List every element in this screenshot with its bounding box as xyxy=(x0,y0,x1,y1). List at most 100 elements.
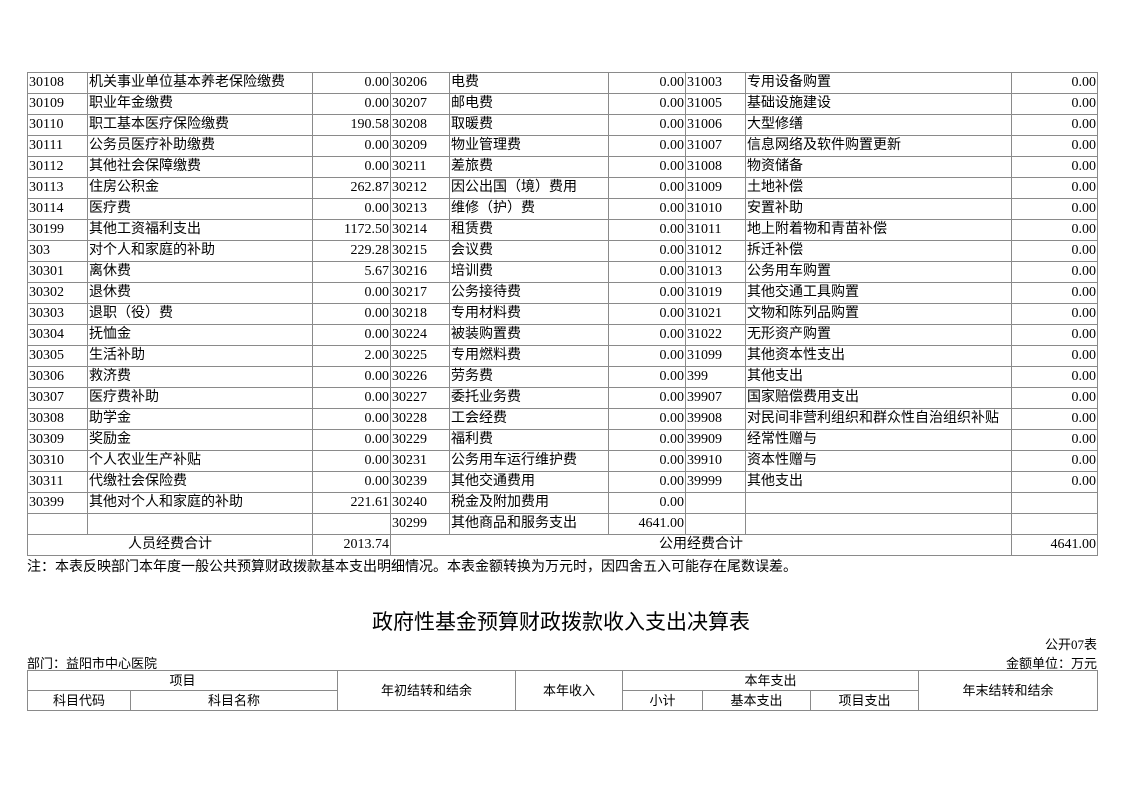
cell-name: 租赁费 xyxy=(449,219,609,241)
cell-amount: 0.00 xyxy=(312,408,391,430)
cell-code: 30216 xyxy=(390,261,450,283)
cell-name: 文物和陈列品购置 xyxy=(745,303,1012,325)
cell-name: 退休费 xyxy=(87,282,313,304)
cell-name: 物资储备 xyxy=(745,156,1012,178)
department-label: 部门：益阳市中心医院 xyxy=(27,656,158,671)
header-begin-balance: 年初结转和结余 xyxy=(337,670,517,711)
cell-amount: 0.00 xyxy=(608,135,686,157)
header-code: 科目代码 xyxy=(27,690,131,711)
cell-name: 无形资产购置 xyxy=(745,324,1012,346)
cell-code: 30303 xyxy=(27,303,88,325)
cell-name: 代缴社会保险费 xyxy=(87,471,313,493)
table-note: 注：本表反映部门本年度一般公共预算财政拨款基本支出明细情况。本表金额转换为万元时… xyxy=(27,560,797,575)
cell-code: 30213 xyxy=(390,198,450,220)
cell-code: 30113 xyxy=(27,177,88,199)
cell-code: 30228 xyxy=(390,408,450,430)
cell-amount: 0.00 xyxy=(1011,219,1098,241)
page-title: 政府性基金预算财政拨款收入支出决算表 xyxy=(372,610,750,634)
cell-name: 职业年金缴费 xyxy=(87,93,313,115)
cell-code: 30209 xyxy=(390,135,450,157)
cell-amount: 0.00 xyxy=(608,198,686,220)
cell-code: 30231 xyxy=(390,450,450,472)
cell-amount: 0.00 xyxy=(608,219,686,241)
table-row: 30108 机关事业单位基本养老保险缴费 0.00 30206 电费 0.00 31003 专… xyxy=(27,72,1098,94)
cell-code: 31013 xyxy=(685,261,746,283)
table-row: 30109 职业年金缴费 0.00 30207 邮电费 0.00 31005 基础设施建设 0.… xyxy=(27,93,1098,115)
cell-name: 基础设施建设 xyxy=(745,93,1012,115)
cell-amount: 262.87 xyxy=(312,177,391,199)
table-row: 30114 医疗费 0.00 30213 维修（护）费 0.00 31010 安置补助 0.00 xyxy=(27,198,1098,220)
cell-name: 职工基本医疗保险缴费 xyxy=(87,114,313,136)
cell-code: 30206 xyxy=(390,72,450,94)
cell-code: 39909 xyxy=(685,429,746,451)
cell-name: 退职（役）费 xyxy=(87,303,313,325)
cell-name: 奖励金 xyxy=(87,429,313,451)
cell-amount: 0.00 xyxy=(608,366,686,388)
header-row-2: 科目代码 科目名称 小计 基本支出 项目支出 xyxy=(27,690,1098,711)
cell-amount: 0.00 xyxy=(608,282,686,304)
cell-code: 31007 xyxy=(685,135,746,157)
cell-code: 31010 xyxy=(685,198,746,220)
cell-code: 30214 xyxy=(390,219,450,241)
cell-code xyxy=(27,513,88,535)
cell-amount: 221.61 xyxy=(312,492,391,514)
table-row: 30310 个人农业生产补贴 0.00 30231 公务用车运行维护费 0.00 39910… xyxy=(27,450,1098,472)
cell-code: 30109 xyxy=(27,93,88,115)
cell-code: 30218 xyxy=(390,303,450,325)
cell-code: 30229 xyxy=(390,429,450,451)
cell-amount: 0.00 xyxy=(608,324,686,346)
cell-amount: 0.00 xyxy=(608,93,686,115)
cell-code: 31011 xyxy=(685,219,746,241)
cell-name: 其他交通费用 xyxy=(449,471,609,493)
cell-code: 31022 xyxy=(685,324,746,346)
cell-name: 其他资本性支出 xyxy=(745,345,1012,367)
cell-name: 安置补助 xyxy=(745,198,1012,220)
cell-amount: 0.00 xyxy=(608,156,686,178)
cell-name: 医疗费 xyxy=(87,198,313,220)
cell-amount: 229.28 xyxy=(312,240,391,262)
cell-code xyxy=(685,492,746,514)
cell-amount: 0.00 xyxy=(1011,240,1098,262)
cell-code: 30224 xyxy=(390,324,450,346)
table-row: 30113 住房公积金 262.87 30212 因公出国（境）费用 0.00 31009 土… xyxy=(27,177,1098,199)
cell-amount: 0.00 xyxy=(608,114,686,136)
cell-code: 31012 xyxy=(685,240,746,262)
cell-code: 30226 xyxy=(390,366,450,388)
cell-name: 税金及附加费用 xyxy=(449,492,609,514)
cell-amount: 0.00 xyxy=(608,177,686,199)
cell-code: 30302 xyxy=(27,282,88,304)
cell-name: 被装购置费 xyxy=(449,324,609,346)
cell-name: 其他对个人和家庭的补助 xyxy=(87,492,313,514)
cell-amount: 0.00 xyxy=(1011,429,1098,451)
cell-amount: 0.00 xyxy=(608,261,686,283)
cell-amount: 0.00 xyxy=(1011,282,1098,304)
cell-code: 30310 xyxy=(27,450,88,472)
table-row: 30112 其他社会保障缴费 0.00 30211 差旅费 0.00 31008 物资储备 0.… xyxy=(27,156,1098,178)
cell-amount: 0.00 xyxy=(1011,324,1098,346)
cell-name: 机关事业单位基本养老保险缴费 xyxy=(87,72,313,94)
cell-code: 39908 xyxy=(685,408,746,430)
table-row: 30304 抚恤金 0.00 30224 被装购置费 0.00 31022 无形资产购置 0.0… xyxy=(27,324,1098,346)
cell-amount: 0.00 xyxy=(312,303,391,325)
unit-label: 金额单位：万元 xyxy=(1005,656,1097,671)
cell-amount: 0.00 xyxy=(312,72,391,94)
cell-amount: 0.00 xyxy=(608,303,686,325)
table-row: 30110 职工基本医疗保险缴费 190.58 30208 取暖费 0.00 31006 大型… xyxy=(27,114,1098,136)
cell-amount: 0.00 xyxy=(312,387,391,409)
cell-name: 个人农业生产补贴 xyxy=(87,450,313,472)
cell-code: 31009 xyxy=(685,177,746,199)
cell-code: 399 xyxy=(685,366,746,388)
cell-amount: 0.00 xyxy=(608,387,686,409)
cell-code: 30309 xyxy=(27,429,88,451)
cell-code: 30108 xyxy=(27,72,88,94)
cell-name: 国家赔偿费用支出 xyxy=(745,387,1012,409)
cell-name: 因公出国（境）费用 xyxy=(449,177,609,199)
cell-name xyxy=(745,513,1012,535)
cell-name: 公务用车运行维护费 xyxy=(449,450,609,472)
table-row: 30301 离休费 5.67 30216 培训费 0.00 31013 公务用车购置 0.00 xyxy=(27,261,1098,283)
cell-name: 拆迁补偿 xyxy=(745,240,1012,262)
table-row: 30303 退职（役）费 0.00 30218 专用材料费 0.00 31021 文物和陈列品… xyxy=(27,303,1098,325)
cell-code: 30306 xyxy=(27,366,88,388)
cell-amount: 2.00 xyxy=(312,345,391,367)
cell-name: 助学金 xyxy=(87,408,313,430)
